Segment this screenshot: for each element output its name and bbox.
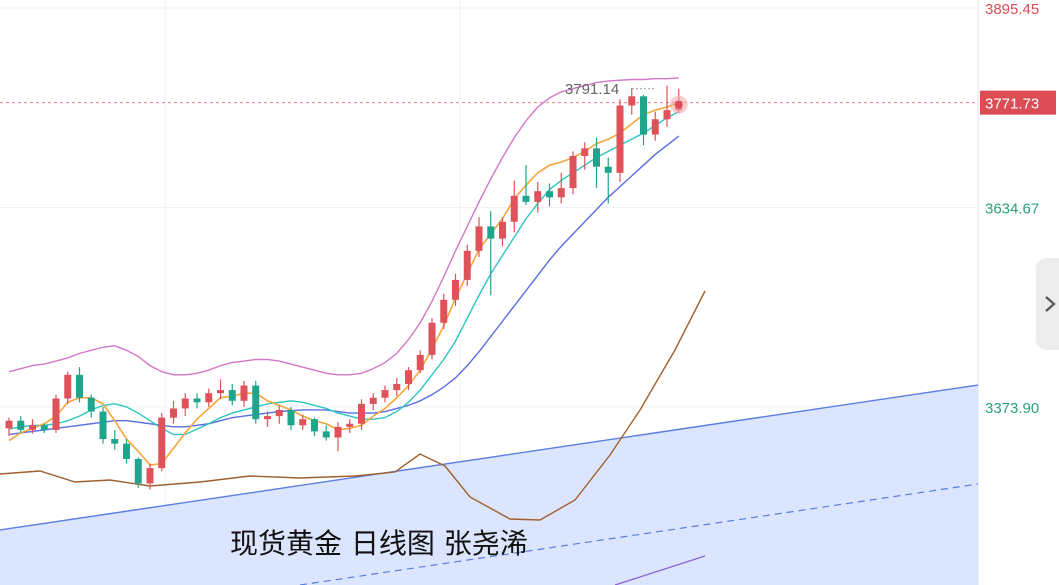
current-price-label: 3771.73 (985, 96, 1039, 113)
last-price-dot (674, 100, 683, 109)
y-tick-label: 3895.45 (985, 1, 1039, 18)
candle-body (604, 166, 612, 173)
candle-body (358, 403, 365, 424)
candle-body (428, 322, 436, 355)
candle-body (99, 411, 107, 440)
candle-body (522, 195, 530, 202)
candle-body (581, 148, 589, 156)
channel-dashed-line (299, 483, 979, 585)
channel-upper-line (0, 384, 979, 531)
collapse-panel-tab[interactable] (1036, 258, 1059, 350)
candle-body (52, 398, 60, 430)
chart-caption: 现货黄金 日线图 张尧浠 (230, 527, 528, 560)
current-price-tag (980, 90, 1056, 115)
candle-body (123, 443, 130, 459)
candle-body (158, 417, 166, 469)
y-tick-label: 3373.90 (985, 400, 1039, 417)
candle-body (510, 195, 518, 222)
channel-fill (0, 385, 978, 585)
candle-body (593, 148, 600, 167)
candle-body (193, 398, 201, 403)
candle-body (40, 425, 48, 430)
high-marker-label: 3791.14 (565, 81, 619, 98)
candle-body (616, 105, 624, 173)
chevron-right-icon (1045, 296, 1056, 312)
candle-body (111, 439, 119, 444)
candle-body (557, 188, 565, 198)
candle-body (311, 419, 318, 432)
candle-body (217, 390, 224, 394)
candle-body (369, 397, 377, 404)
candle-body (534, 191, 542, 202)
lower-purple-line (614, 555, 706, 585)
candle-body (5, 420, 13, 429)
candle-body (17, 420, 25, 430)
ma60-line (0, 290, 706, 521)
candle-body (76, 374, 83, 398)
candle-body (640, 96, 647, 135)
candle-body (381, 390, 389, 398)
candle-body (134, 458, 142, 484)
candle-body (87, 397, 95, 412)
candle-body (663, 110, 671, 120)
candle-body (275, 409, 283, 417)
candle-body (240, 385, 248, 401)
ma5-line (8, 101, 680, 466)
candle-body (146, 468, 154, 484)
candle-body (416, 354, 424, 371)
candle-body (228, 390, 236, 401)
candle-body (287, 409, 295, 426)
candle-body (264, 416, 271, 420)
candle-body (405, 370, 412, 384)
candle-body (475, 226, 483, 251)
candle-body (569, 155, 577, 189)
boll-upper-line (8, 77, 679, 376)
candle-body (170, 408, 177, 418)
candle-body (334, 426, 342, 438)
y-tick-label: 3634.67 (985, 201, 1039, 218)
candle-body (546, 191, 553, 198)
candle-body (452, 279, 459, 300)
candle-body (393, 383, 401, 391)
candle-body (29, 425, 36, 430)
candle-body (628, 96, 636, 106)
candle-body (487, 226, 495, 239)
candle-body (651, 119, 659, 135)
candle-body (499, 221, 506, 239)
candle-body (252, 385, 260, 420)
candle-body (322, 431, 330, 438)
candle-body (299, 419, 307, 426)
candle-body (440, 299, 448, 323)
candle-body (205, 393, 213, 403)
candle-body (346, 423, 354, 427)
ma20-line (8, 135, 680, 436)
ma10-line (8, 111, 680, 436)
candle-body (181, 398, 189, 409)
candle-body (64, 374, 72, 399)
candle-body (463, 250, 471, 280)
